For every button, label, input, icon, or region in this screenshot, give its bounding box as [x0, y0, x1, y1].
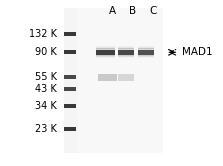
- Bar: [96, 46, 116, 48]
- Text: 90 K: 90 K: [35, 47, 57, 57]
- Bar: [118, 47, 134, 49]
- Bar: [64, 32, 76, 36]
- Text: 34 K: 34 K: [35, 101, 57, 111]
- Bar: [64, 75, 76, 79]
- Text: 43 K: 43 K: [35, 84, 57, 94]
- Bar: [64, 104, 76, 108]
- Bar: [118, 48, 134, 50]
- Bar: [138, 46, 154, 48]
- Bar: [138, 57, 154, 58]
- Bar: [118, 74, 134, 81]
- Bar: [96, 48, 116, 50]
- Bar: [118, 56, 134, 57]
- Bar: [96, 55, 116, 56]
- Text: B: B: [129, 6, 136, 16]
- Text: A: A: [109, 6, 116, 16]
- Bar: [78, 8, 163, 153]
- Bar: [96, 47, 116, 49]
- Bar: [96, 54, 116, 56]
- Bar: [118, 54, 134, 56]
- Bar: [138, 56, 154, 57]
- Text: 55 K: 55 K: [35, 72, 57, 82]
- Bar: [96, 47, 116, 49]
- Text: MAD1: MAD1: [182, 47, 212, 57]
- Bar: [96, 56, 116, 57]
- Bar: [96, 50, 116, 55]
- Bar: [138, 47, 154, 49]
- Bar: [138, 47, 154, 49]
- Bar: [96, 57, 116, 58]
- Bar: [138, 48, 154, 50]
- Bar: [98, 74, 116, 81]
- Bar: [118, 57, 134, 58]
- Bar: [118, 47, 134, 49]
- Bar: [64, 87, 76, 91]
- Bar: [118, 46, 134, 48]
- Bar: [138, 50, 154, 55]
- Text: 23 K: 23 K: [35, 124, 57, 134]
- Bar: [118, 55, 134, 56]
- Bar: [64, 127, 76, 131]
- Bar: [118, 50, 134, 55]
- Bar: [138, 54, 154, 56]
- Bar: [64, 8, 163, 153]
- Text: 132 K: 132 K: [29, 29, 57, 39]
- Text: C: C: [149, 6, 157, 16]
- Bar: [138, 55, 154, 56]
- Bar: [64, 50, 76, 54]
